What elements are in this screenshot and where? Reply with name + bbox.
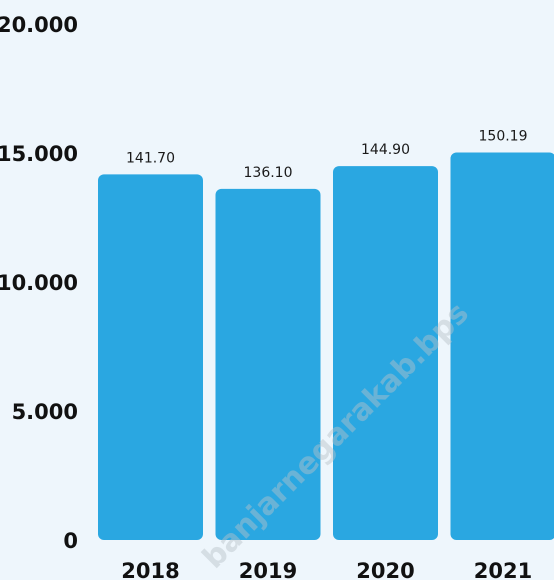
y-tick-label: 5.000 — [12, 400, 78, 424]
x-tick-label-2021: 2021 — [474, 559, 532, 580]
bar-2020 — [333, 166, 438, 540]
data-labels: 141.70 136.10 144.90 150.19 — [126, 129, 528, 181]
data-label-2021: 150.19 — [479, 129, 528, 145]
data-label-2018: 141.70 — [126, 150, 175, 166]
x-axis: 2018 2019 2020 2021 — [121, 559, 532, 580]
y-tick-label: 0 — [63, 529, 78, 553]
y-tick-label: 20.000 — [0, 13, 78, 37]
x-tick-label-2020: 2020 — [356, 559, 414, 580]
x-tick-label-2019: 2019 — [239, 559, 297, 580]
bar-2019 — [215, 188, 321, 540]
data-label-2019: 136.10 — [244, 165, 293, 181]
y-axis: 0 5.000 10.000 15.000 20.000 — [0, 13, 78, 553]
bar-2018 — [98, 174, 203, 540]
bar-2021 — [450, 152, 554, 540]
y-tick-label: 15.000 — [0, 142, 78, 166]
data-label-2020: 144.90 — [361, 142, 410, 158]
x-tick-label-2018: 2018 — [121, 559, 179, 580]
bars — [98, 152, 554, 540]
y-tick-label: 10.000 — [0, 271, 78, 295]
